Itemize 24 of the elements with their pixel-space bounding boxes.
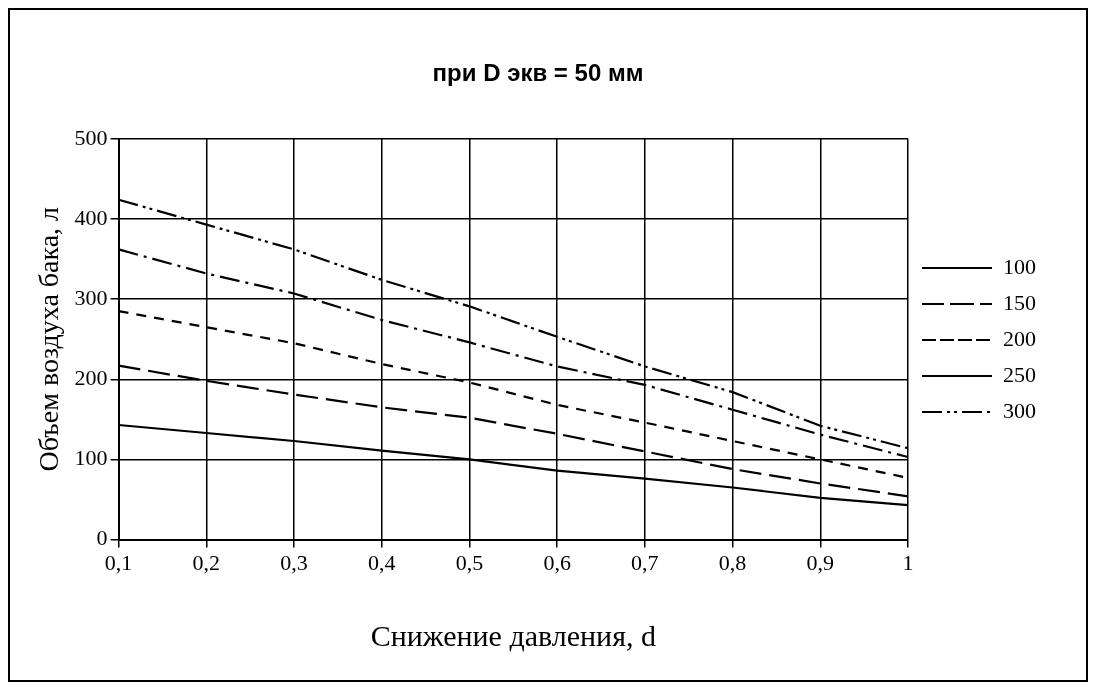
legend-label: 150 <box>1003 289 1036 315</box>
x-tick-label: 0,5 <box>455 549 484 575</box>
x-tick-label: 0,4 <box>367 549 396 575</box>
x-axis-title: Снижение давления, d <box>370 618 656 652</box>
y-tick-label: 200 <box>74 365 108 391</box>
y-axis-title: Объем воздуха бака, л <box>33 206 65 472</box>
x-tick-label: 0,9 <box>806 549 835 575</box>
chart-title: при D экв = 50 мм <box>432 59 644 87</box>
legend-label: 250 <box>1003 361 1036 387</box>
x-tick-label: 0,6 <box>543 549 571 575</box>
y-tick-label: 300 <box>74 284 108 310</box>
x-tick-label: 0,3 <box>280 549 308 575</box>
y-tick-label: 400 <box>74 204 108 230</box>
legend-label: 200 <box>1003 325 1036 351</box>
y-tick-label: 0 <box>96 525 108 551</box>
x-tick-label: 0,1 <box>104 549 133 575</box>
x-tick-label: 0,7 <box>631 549 659 575</box>
legend-label: 100 <box>1003 253 1036 279</box>
y-tick-label: 100 <box>74 445 108 471</box>
legend-label: 300 <box>1003 397 1036 423</box>
y-tick-label: 500 <box>74 124 108 150</box>
x-tick-label: 0,2 <box>192 549 221 575</box>
x-tick-label: 0,8 <box>718 549 747 575</box>
x-tick-label: 1 <box>902 549 914 575</box>
